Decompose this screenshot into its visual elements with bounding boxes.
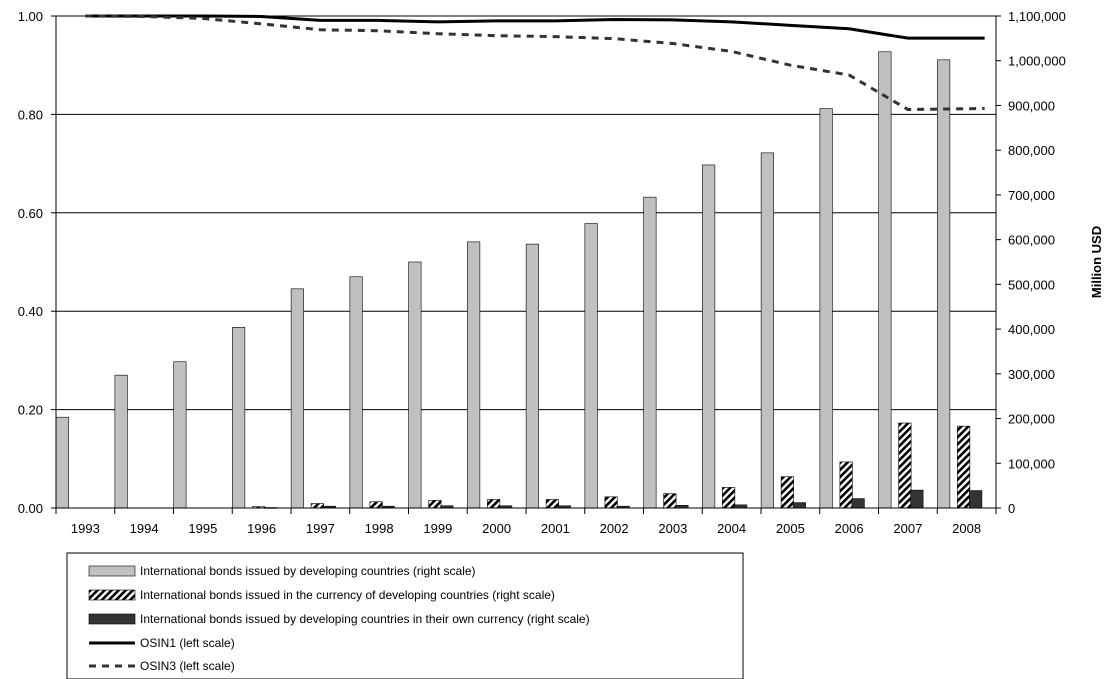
right-tick-label: 600,000 [1008, 233, 1055, 248]
right-tick-label: 200,000 [1008, 412, 1055, 427]
right-axis-title: Million USD [1089, 226, 1104, 298]
bar-1-2007 [878, 51, 892, 509]
bar-1-1998 [349, 276, 363, 509]
x-tick-label: 1997 [306, 521, 335, 536]
bar-3-2008 [969, 490, 983, 509]
right-tick-label: 100,000 [1008, 456, 1055, 471]
bar-1-2005 [760, 152, 774, 509]
bar-2-2004 [722, 487, 736, 509]
right-tick-label: 700,000 [1008, 188, 1055, 203]
x-tick-label: 1998 [365, 521, 394, 536]
right-tick-label: 900,000 [1008, 98, 1055, 113]
x-tick-label: 2007 [893, 521, 922, 536]
x-tick-label: 2002 [600, 521, 629, 536]
left-tick-label: 1.00 [18, 9, 43, 24]
bar-2-2001 [545, 499, 559, 509]
x-tick-label: 2005 [776, 521, 805, 536]
right-tick-label: 300,000 [1008, 367, 1055, 382]
legend-swatch [88, 565, 136, 577]
bar-2-2005 [780, 476, 794, 509]
left-axis-ticks: 0.00 0.20 0.40 0.60 0.80 1.00 [18, 9, 56, 516]
x-tick-label: 2001 [541, 521, 570, 536]
x-axis-ticks: 1993 1994 1995 1996 1997 1998 1999 2000 2001 2002… [71, 521, 981, 536]
x-tick-label: 1999 [423, 521, 452, 536]
bar-2-2003 [663, 493, 677, 509]
left-tick-label: 0.60 [18, 206, 43, 221]
bar-2-2006 [839, 461, 853, 509]
bar-1-2000 [467, 241, 481, 509]
bar-3-2007 [910, 489, 924, 509]
legend-label: OSIN1 (left scale) [140, 636, 235, 650]
bar-2-2007 [898, 422, 912, 509]
legend-swatch [88, 613, 136, 625]
axes [55, 16, 997, 514]
right-tick-label: 500,000 [1008, 277, 1055, 292]
bar-1-1993 [55, 416, 69, 509]
left-tick-label: 0.40 [18, 304, 43, 319]
bar-2-2002 [604, 496, 618, 509]
bar-series-group [55, 51, 983, 509]
legend-label: International bonds issued by developing… [140, 564, 476, 578]
left-tick-label: 0.00 [18, 501, 43, 516]
x-tick-label: 2008 [952, 521, 981, 536]
legend: International bonds issued by developing… [66, 552, 744, 679]
right-tick-label: 1,000,000 [1008, 54, 1066, 69]
x-tick-label: 1993 [71, 521, 100, 536]
bar-1-1996 [232, 327, 246, 509]
left-tick-label: 0.20 [18, 403, 43, 418]
right-axis-ticks: 0 100,000 200,000 300,000 400,000 500,000 600,… [996, 9, 1066, 516]
legend-swatch [88, 589, 136, 601]
x-tick-label: 2000 [482, 521, 511, 536]
x-tick-label: 2003 [658, 521, 687, 536]
x-tick-label: 1994 [130, 521, 159, 536]
bar-1-1994 [114, 374, 128, 509]
bar-2-2008 [957, 425, 971, 509]
bar-1-2001 [525, 243, 539, 509]
line-series-group [85, 14, 985, 111]
bar-1-2006 [819, 108, 833, 509]
right-tick-label: 1,100,000 [1008, 9, 1066, 24]
bar-2-1997 [310, 503, 324, 509]
x-tick-label: 1995 [188, 521, 217, 536]
bar-2-1999 [428, 500, 442, 509]
bar-2-1998 [369, 501, 383, 509]
bar-1-2002 [584, 223, 598, 509]
right-tick-label: 800,000 [1008, 143, 1055, 158]
bar-1-2004 [702, 164, 716, 509]
legend-label: International bonds issued by developing… [140, 612, 590, 626]
bar-1-1999 [408, 261, 422, 509]
legend-label: OSIN3 (left scale) [140, 659, 235, 673]
right-tick-label: 400,000 [1008, 322, 1055, 337]
line-series-2 [85, 14, 985, 111]
line-series-1 [85, 14, 985, 40]
x-tick-label: 2004 [717, 521, 746, 536]
bar-2-2000 [487, 499, 501, 509]
legend-box [66, 552, 744, 679]
bar-1-2003 [643, 196, 657, 509]
bar-1-1997 [290, 288, 304, 509]
bar-1-2008 [937, 59, 951, 509]
bar-1-1995 [173, 361, 187, 509]
bar-3-2006 [851, 498, 865, 509]
left-tick-label: 0.80 [18, 107, 43, 122]
x-tick-label: 2006 [835, 521, 864, 536]
x-tick-label: 1996 [247, 521, 276, 536]
legend-label: International bonds issued in the curren… [140, 588, 555, 602]
right-tick-label: 0 [1008, 501, 1015, 516]
bar-3-2005 [792, 502, 806, 509]
